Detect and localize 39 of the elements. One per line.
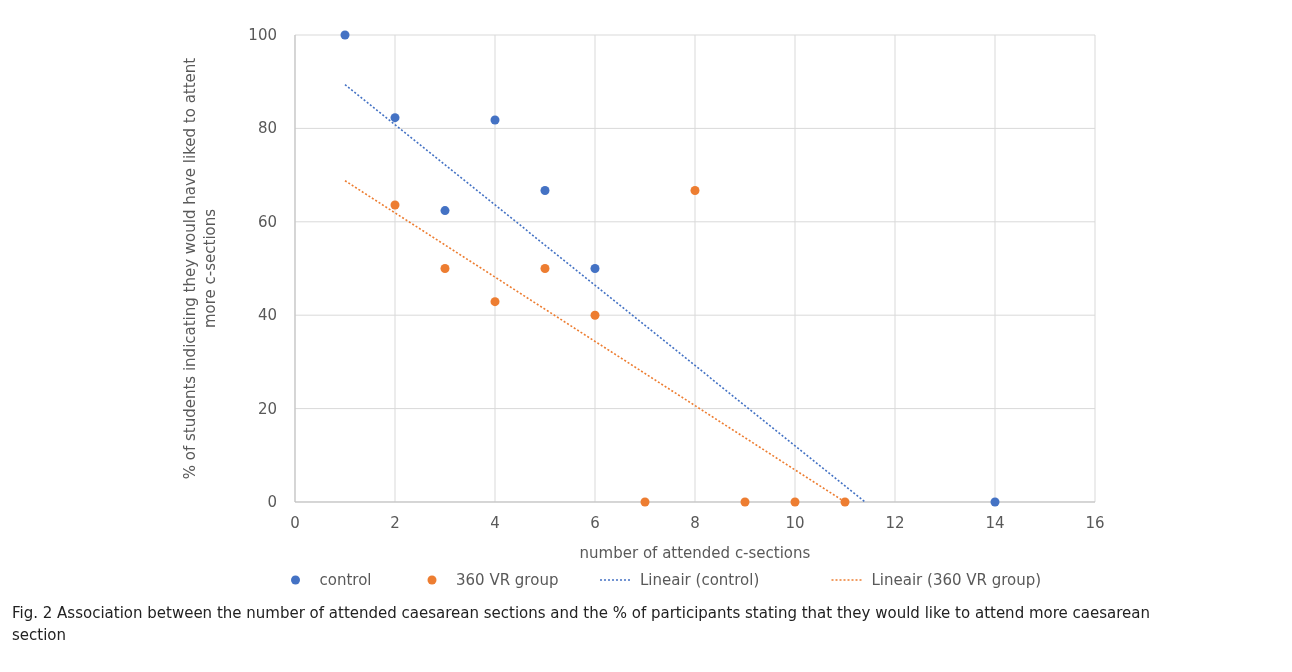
point [790,497,800,507]
x-tick-label: 0 [290,514,300,532]
point [590,310,600,320]
x-tick-label: 4 [490,514,500,532]
x-tick-label: 10 [785,514,805,532]
y-tick-label: 60 [257,212,277,231]
point [640,497,650,507]
point [440,264,450,273]
point [690,186,700,196]
y-tick-label: 100 [248,26,277,44]
point [490,115,500,125]
point [540,186,550,196]
legend-label: 360 VR group [456,571,559,589]
caption: Fig. 2 Association between the number of attended caesarean sections and the % of participants stating that they would like to attend more caesarean section [12,604,1150,644]
y-tick-label: 80 [257,119,277,138]
y-tick-label: 0 [267,493,277,511]
x-tick-label: 16 [1085,514,1105,532]
point [740,497,750,507]
x-axis-title: number of attended c-sections [579,544,811,562]
legend-label: Lineair (360 VR group) [871,571,1042,589]
y-axis-title: % of students indicating they would have liked to attent more c-sections [181,57,219,480]
x-tick-label: 6 [590,514,600,532]
x-tick-label: 14 [985,514,1005,532]
point [840,497,850,507]
point [590,264,600,273]
x-tick-label: 2 [390,514,400,532]
y-tick-label: 40 [257,306,277,325]
legend-label: Lineair (control) [640,571,760,589]
point [390,113,400,123]
point [440,206,450,216]
point [390,200,400,210]
y-tick-label: 20 [257,399,277,418]
x-tick-label: 12 [885,514,905,532]
point [340,30,350,40]
point [990,497,1000,507]
point [490,297,500,307]
x-tick-label: 8 [690,514,700,532]
point [540,264,550,273]
legend-label: control [319,571,372,589]
